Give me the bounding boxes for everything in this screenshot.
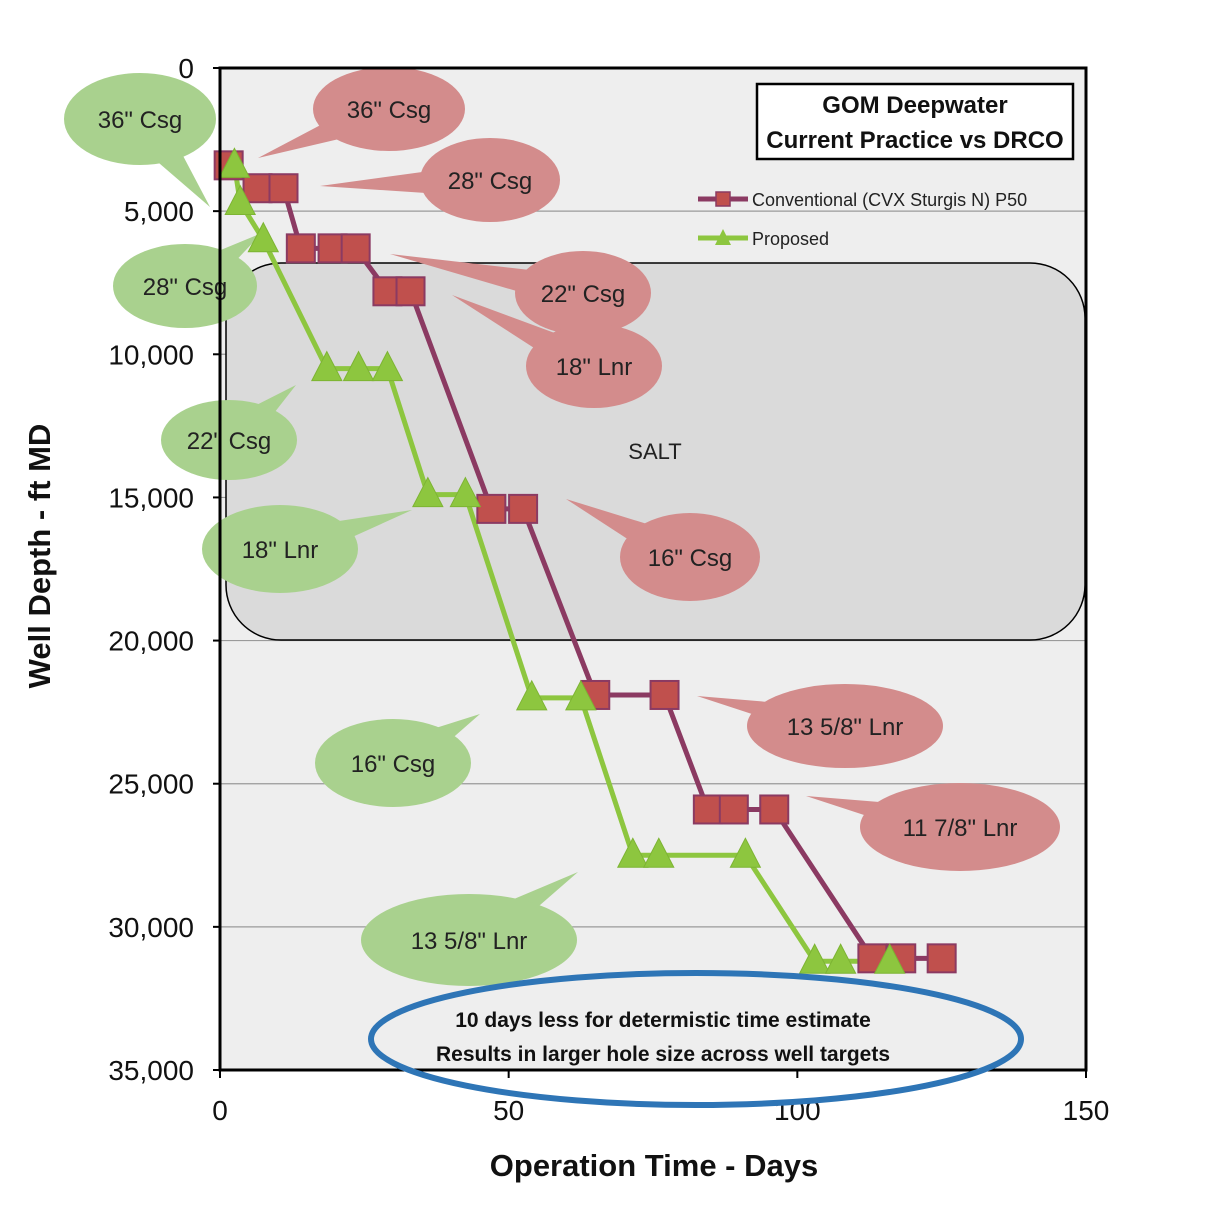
note-ellipse	[368, 970, 1024, 1108]
data-point-proposed	[616, 837, 649, 868]
note-line-2: Results in larger hole size across well …	[436, 1043, 890, 1066]
callout-label: 16" Csg	[648, 545, 733, 572]
data-point-conventional	[718, 794, 749, 825]
callout-conventional-13-5-8-lnr: 13 5/8" Lnr	[697, 684, 943, 768]
data-point-proposed	[342, 350, 375, 382]
data-point-proposed	[642, 837, 675, 868]
callout-label: 16" Csg	[351, 751, 436, 778]
callout-bubble	[526, 324, 662, 408]
callout-proposed-36-csg: 36" Csg	[64, 73, 216, 207]
callout-bubble	[315, 719, 471, 807]
data-point-proposed	[798, 943, 831, 974]
data-point-proposed	[729, 837, 762, 868]
legend-marker-proposed	[715, 229, 731, 245]
callout-label: 18" Lnr	[242, 537, 319, 564]
data-point-conventional	[926, 943, 957, 974]
legend-marker-conventional	[715, 191, 731, 207]
callout-label: 22" Csg	[187, 428, 272, 455]
series-layer	[213, 147, 957, 974]
data-point-conventional	[692, 794, 723, 825]
chart-title-box	[755, 82, 1075, 161]
plot-frame	[218, 66, 1088, 1072]
callout-bubble	[161, 400, 297, 480]
data-point-proposed	[247, 221, 280, 253]
callout-label: 22" Csg	[541, 281, 626, 308]
data-point-conventional	[268, 173, 299, 204]
data-point-proposed	[371, 350, 404, 382]
callout-conventional-22-csg: 22" Csg	[390, 251, 651, 335]
y-tick-label: 0	[178, 53, 194, 84]
conventional-callouts: 36" Csg 28" Csg 22" Csg 18" Lnr 16" Csg 13 5/…	[258, 67, 1060, 871]
callout-proposed-22-csg: 22" Csg	[161, 385, 297, 480]
data-point-conventional	[649, 679, 680, 710]
x-tick-label: 50	[493, 1095, 524, 1126]
callout-label: 28" Csg	[143, 274, 228, 301]
callout-label: 36" Csg	[347, 97, 432, 124]
callout-label: 11 7/8" Lnr	[903, 815, 1018, 842]
callout-label: 18" Lnr	[556, 354, 633, 381]
y-tick-label: 25,000	[108, 769, 194, 800]
data-point-proposed	[873, 943, 906, 974]
y-axis-title: Well Depth - ft MD	[22, 424, 57, 689]
y-tick-label: 5,000	[124, 196, 194, 227]
y-tick-label: 35,000	[108, 1055, 194, 1086]
data-point-proposed	[824, 943, 857, 974]
y-axis-ticks: 0 5,000 10,000 15,000 20,000 25,000 30,000 35,0…	[108, 53, 220, 1086]
callout-conventional-28-csg: 28" Csg	[320, 138, 560, 222]
callout-conventional-11-7-8-lnr: 11 7/8" Lnr	[806, 783, 1060, 871]
callout-conventional-16-csg: 16" Csg	[566, 499, 760, 601]
data-point-proposed	[412, 476, 444, 508]
callout-bubble	[860, 783, 1060, 871]
legend-label-proposed: Proposed	[752, 229, 829, 249]
data-point-conventional	[285, 233, 316, 264]
y-tick-label: 20,000	[108, 626, 194, 657]
callout-bubble	[747, 684, 943, 768]
data-point-conventional	[476, 493, 507, 524]
callout-label: 13 5/8" Lnr	[411, 928, 528, 955]
x-axis-ticks: 0 50 100 150	[212, 1070, 1109, 1126]
salt-label: SALT	[628, 439, 681, 464]
chart-title-line-1: GOM Deepwater	[822, 92, 1007, 119]
data-point-proposed	[449, 476, 482, 508]
data-point-conventional	[340, 233, 371, 264]
y-tick-label: 30,000	[108, 912, 194, 943]
legend: Conventional (CVX Sturgis N) P50 Propose…	[698, 190, 1027, 249]
legend-label-conventional: Conventional (CVX Sturgis N) P50	[752, 190, 1027, 210]
data-point-conventional	[759, 794, 790, 825]
callout-label: 36" Csg	[98, 107, 183, 134]
callout-bubble	[515, 251, 651, 335]
data-point-proposed	[218, 147, 251, 178]
proposed-callouts: 36" Csg 28" Csg 22" Csg 18" Lnr 16" Csg 13 5/…	[64, 73, 578, 986]
note-line-1: 10 days less for determistic time estima…	[455, 1009, 871, 1032]
series-line-proposed	[231, 164, 890, 964]
y-tick-label: 15,000	[108, 482, 194, 513]
chart-title-line-2: Current Practice vs DRCO	[766, 127, 1063, 154]
callout-bubble	[313, 67, 465, 151]
y-tick-label: 10,000	[108, 339, 194, 370]
callout-bubble	[420, 138, 560, 222]
data-point-proposed	[224, 184, 257, 216]
data-point-conventional	[508, 493, 539, 524]
data-point-proposed	[310, 350, 343, 382]
callout-label: 28" Csg	[448, 168, 533, 195]
callout-bubble	[361, 894, 577, 986]
x-axis-title: Operation Time - Days	[490, 1148, 818, 1183]
callout-proposed-16-csg: 16" Csg	[315, 714, 480, 807]
callout-bubble	[64, 73, 216, 165]
callout-proposed-18-lnr: 18" Lnr	[202, 505, 412, 593]
callout-bubble	[620, 513, 760, 601]
data-point-proposed	[515, 679, 548, 711]
x-tick-label: 150	[1063, 1095, 1110, 1126]
callout-conventional-18-lnr: 18" Lnr	[452, 295, 662, 408]
data-point-proposed	[565, 679, 597, 711]
data-point-conventional	[242, 173, 273, 204]
data-point-conventional	[395, 276, 426, 307]
x-tick-label: 0	[212, 1095, 228, 1126]
callout-proposed-13-5-8-lnr: 13 5/8" Lnr	[361, 872, 578, 986]
callout-bubble	[202, 505, 358, 593]
callout-conventional-36-csg: 36" Csg	[258, 67, 465, 158]
callout-label: 13 5/8" Lnr	[787, 714, 904, 741]
